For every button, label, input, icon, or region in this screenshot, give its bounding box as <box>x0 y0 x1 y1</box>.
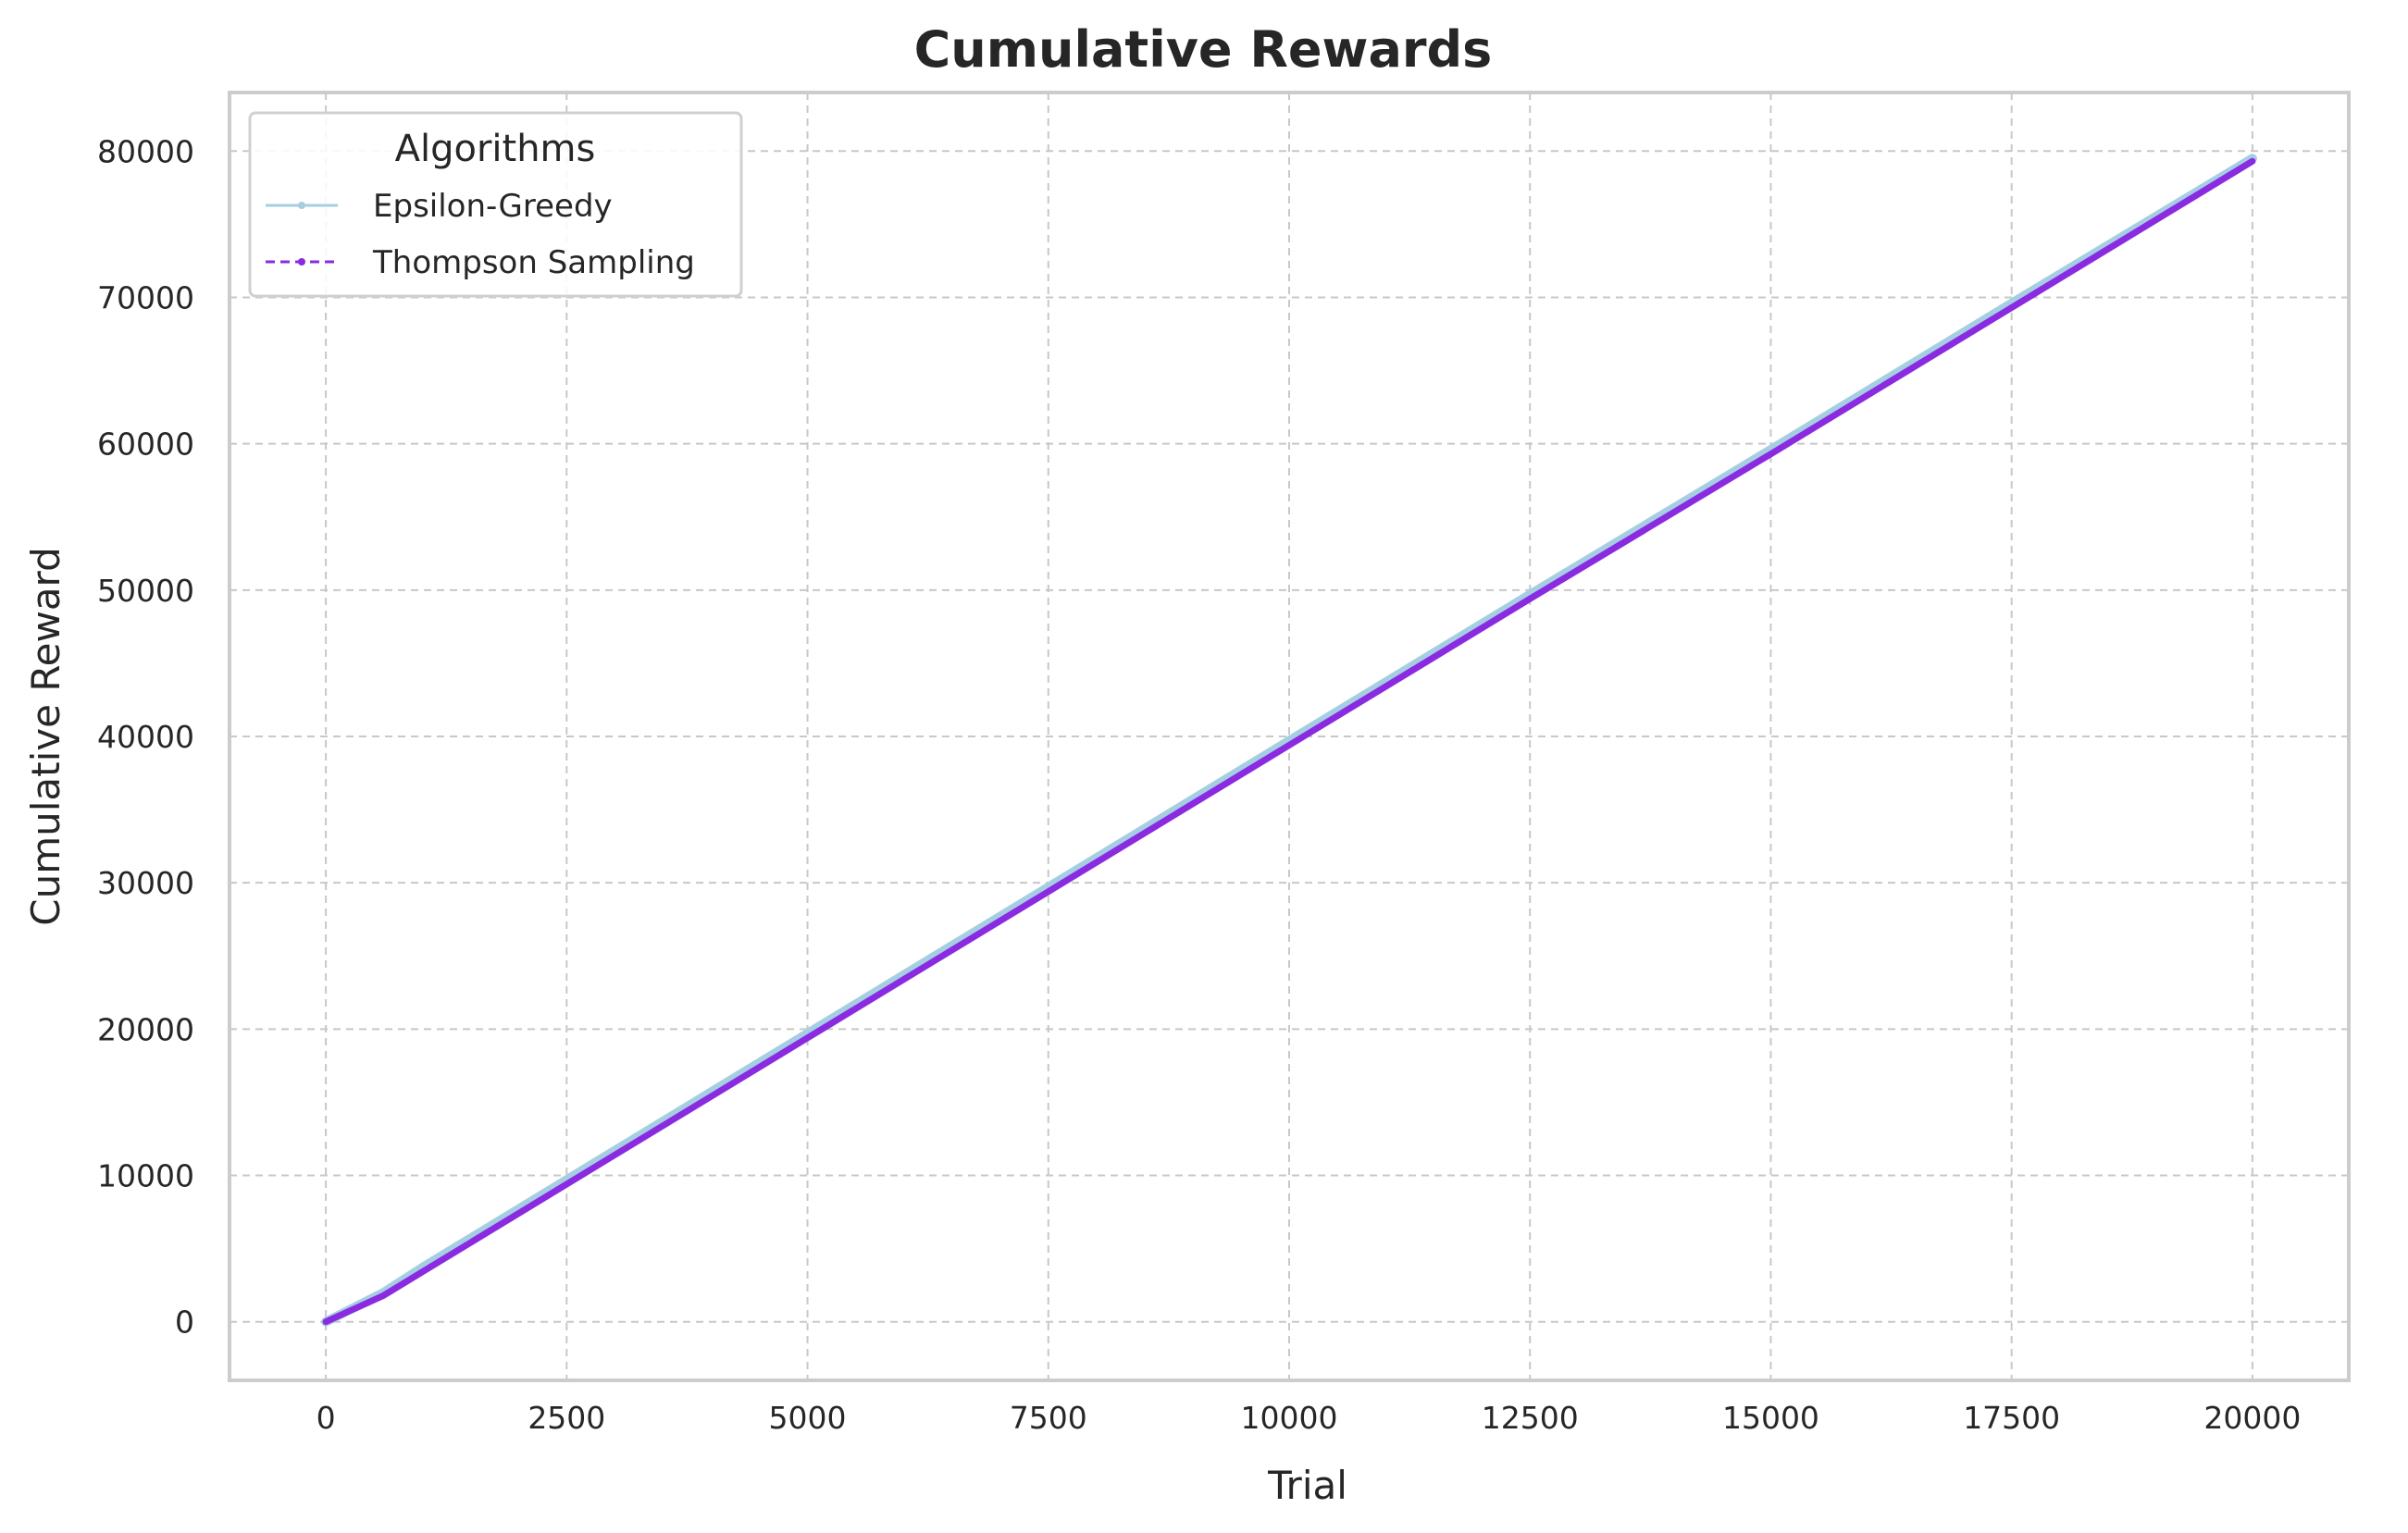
y-axis-label: Cumulative Reward <box>23 547 68 925</box>
y-tick-label: 70000 <box>97 279 194 315</box>
y-tick-label: 20000 <box>97 1011 194 1047</box>
series-lines <box>321 154 2257 1327</box>
y-tick-label: 50000 <box>97 573 194 609</box>
y-tick-label: 80000 <box>97 133 194 169</box>
x-tick-label: 2500 <box>528 1400 605 1436</box>
legend-marker-epsilon-greedy <box>298 202 305 209</box>
x-axis-label: Trial <box>1267 1463 1347 1508</box>
y-tick-label: 10000 <box>97 1158 194 1194</box>
y-tick-label: 40000 <box>97 719 194 755</box>
plot-frame <box>228 91 2351 1382</box>
x-tick-label: 10000 <box>1241 1400 1338 1436</box>
legend-marker-thompson-sampling <box>298 258 305 266</box>
x-tick-label: 17500 <box>1963 1400 2060 1436</box>
legend-box <box>248 111 743 298</box>
x-tick-label: 5000 <box>769 1400 847 1436</box>
chart-title: Cumulative Rewards <box>914 20 1493 79</box>
y-tick-label: 0 <box>175 1304 194 1341</box>
legend-items: Epsilon-Greedy Thompson Sampling <box>266 188 695 281</box>
x-tick-label: 0 <box>317 1400 336 1436</box>
legend-label-thompson-sampling: Thompson Sampling <box>372 244 695 281</box>
legend: Algorithms Epsilon-Greedy Thompson Sampli… <box>248 111 743 298</box>
x-tick-label: 15000 <box>1722 1400 1819 1436</box>
x-tick-label: 12500 <box>1482 1400 1579 1436</box>
legend-label-epsilon-greedy: Epsilon-Greedy <box>373 188 613 225</box>
y-tick-label: 30000 <box>97 865 194 901</box>
y-tick-label: 60000 <box>97 427 194 463</box>
legend-title: Algorithms <box>395 128 596 170</box>
x-tick-label: 20000 <box>2203 1400 2301 1436</box>
x-tick-label: 7500 <box>1010 1400 1087 1436</box>
y-axis-ticks: 0 10000 20000 30000 40000 50000 60000 70000 8000… <box>97 133 194 1340</box>
x-axis-ticks: 0 2500 5000 7500 10000 12500 15000 17500 20000 <box>317 1400 2302 1436</box>
series-line-thompson-sampling <box>322 157 2256 1326</box>
series-line-epsilon-greedy <box>321 154 2257 1327</box>
